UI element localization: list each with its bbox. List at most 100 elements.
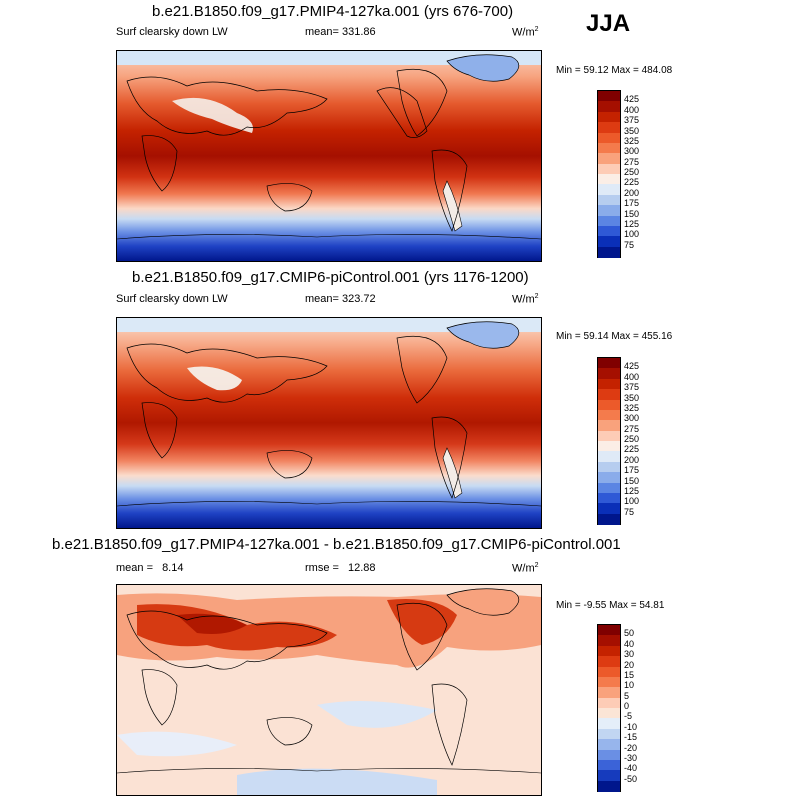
cb2-tick: 300 <box>624 413 640 424</box>
cb1-tick: 125 <box>624 218 640 229</box>
cb3-tick: 30 <box>624 649 635 660</box>
cb1-tick: 200 <box>624 187 640 198</box>
cb2-tick: 275 <box>624 423 640 434</box>
colorbar-cell <box>598 225 620 237</box>
colorbar-cell <box>598 205 620 217</box>
panel-3-colorbar-ticks: 50 40 30 20 15 10 5 0 -5 -10 -15 -20 -30… <box>624 624 664 790</box>
colorbar-cell <box>598 101 620 113</box>
panel-3-rmse-label: rmse = <box>305 562 339 574</box>
greenland-shape <box>446 54 520 82</box>
panel-2-variable: Surf clearsky down LW <box>116 293 228 305</box>
cb3-tick: 20 <box>624 659 635 670</box>
cb3-tick: -15 <box>624 732 638 743</box>
colorbar-cell <box>598 635 620 647</box>
colorbar-cell <box>598 142 620 154</box>
colorbar-cell <box>598 420 620 432</box>
cb2-tick: 125 <box>624 485 640 496</box>
colorbar-cell <box>598 718 620 730</box>
cb2-tick: 375 <box>624 382 640 393</box>
colorbar-cell <box>598 409 620 421</box>
colorbar-cell <box>598 163 620 175</box>
colorbar-cell <box>598 645 620 657</box>
colorbar-cell <box>598 91 620 102</box>
colorbar-cell <box>598 749 620 761</box>
colorbar-cell <box>598 676 620 688</box>
panel-1-colorbar-ticks: 425 400 375 350 325 300 275 250 225 200 … <box>624 90 664 256</box>
panel-3-min-max: Min = -9.55 Max = 54.81 <box>556 600 665 611</box>
cb2-tick: 75 <box>624 506 635 517</box>
colorbar-cell <box>598 503 620 515</box>
cb3-tick: -40 <box>624 763 638 774</box>
panel-3-units-base: W/m <box>512 562 535 575</box>
panel-3-units-exp: 2 <box>534 562 539 569</box>
colorbar-cell <box>598 708 620 719</box>
panel-3-map <box>116 584 542 796</box>
cb2-tick: 225 <box>624 444 640 455</box>
cb1-tick: 400 <box>624 104 640 115</box>
panel-1-mean: mean= 331.86 <box>305 26 376 38</box>
colorbar-cell <box>598 184 620 196</box>
colorbar-cell <box>598 770 620 782</box>
colorbar-cell <box>598 215 620 227</box>
panel-1-mean-label: mean= <box>305 26 339 38</box>
cb3-tick: -30 <box>624 752 638 763</box>
cb1-tick: 175 <box>624 198 640 209</box>
colorbar-cell <box>598 236 620 248</box>
season-label: JJA <box>586 10 631 37</box>
cb1-tick: 375 <box>624 115 640 126</box>
colorbar-cell <box>598 666 620 678</box>
cb3-tick: -50 <box>624 773 638 784</box>
panel-3-rmse: rmse = 12.88 <box>305 562 376 574</box>
cb3-tick: 0 <box>624 701 630 711</box>
colorbar-cell <box>598 697 620 709</box>
colorbar-cell <box>598 389 620 401</box>
colorbar-cell <box>598 451 620 463</box>
cb3-tick: -10 <box>624 721 638 732</box>
colorbar-cell <box>598 739 620 751</box>
cb1-tick: 150 <box>624 208 640 219</box>
panel-1-units-base: W/m <box>512 26 535 39</box>
cb2-tick: 175 <box>624 465 640 476</box>
panel-2-min-max: Min = 59.14 Max = 455.16 <box>556 331 673 342</box>
colorbar-cell <box>598 492 620 504</box>
colorbar-cell <box>598 780 620 792</box>
colorbar-cell <box>598 759 620 771</box>
colorbar-cell <box>598 246 620 258</box>
cb1-tick: 250 <box>624 167 640 177</box>
cb2-tick: 200 <box>624 454 640 465</box>
panel-1-map-svg <box>117 51 541 261</box>
panel-1-map <box>116 50 542 262</box>
panel-3-colorbar <box>597 624 621 792</box>
colorbar-cell <box>598 656 620 668</box>
panel-1-variable: Surf clearsky down LW <box>116 26 228 38</box>
colorbar-cell <box>598 513 620 525</box>
panel-2-mean: mean= 323.72 <box>305 293 376 305</box>
cb1-tick: 100 <box>624 229 640 240</box>
colorbar-cell <box>598 122 620 134</box>
cb1-tick: 350 <box>624 125 640 136</box>
cb2-tick: 250 <box>624 434 640 444</box>
colorbar-cell <box>598 174 620 185</box>
panel-2-units-base: W/m <box>512 293 535 306</box>
colorbar-cell <box>598 441 620 452</box>
colorbar-cell <box>598 472 620 484</box>
cb2-tick: 325 <box>624 402 640 413</box>
colorbar-cell <box>598 153 620 165</box>
panel-1-mean-value: 331.86 <box>342 26 376 38</box>
panel-3-units: W/m2 <box>512 562 539 575</box>
panel-3-rmse-value: 12.88 <box>348 562 376 574</box>
colorbar-cell <box>598 368 620 380</box>
panel-2-units: W/m2 <box>512 293 539 306</box>
cb3-tick: 40 <box>624 638 635 649</box>
panel-3-mean: mean = 8.14 <box>116 562 183 574</box>
colorbar-cell <box>598 461 620 473</box>
cb3-tick: -20 <box>624 742 638 753</box>
colorbar-cell <box>598 625 620 636</box>
colorbar-cell <box>598 111 620 123</box>
cb1-tick: 300 <box>624 146 640 157</box>
panel-2-units-exp: 2 <box>534 293 539 300</box>
panel-3-mean-label: mean = <box>116 562 153 574</box>
panel-2-mean-label: mean= <box>305 293 339 305</box>
panel-2-map <box>116 317 542 529</box>
cb1-tick: 275 <box>624 156 640 167</box>
